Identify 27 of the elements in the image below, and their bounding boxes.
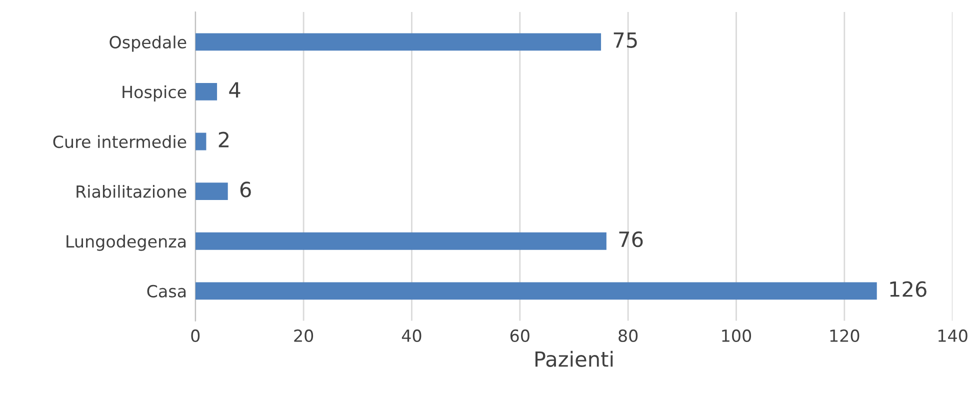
x-tick-label: 140: [938, 329, 968, 342]
x-tick-label: 100: [722, 329, 752, 342]
y-tick-label: Lungodegenza: [66, 234, 186, 251]
bar: [195, 182, 228, 200]
y-tick-label: Hospice: [122, 85, 186, 102]
data-label: 76: [619, 231, 643, 248]
bar: [195, 82, 218, 100]
bar: [195, 232, 606, 250]
x-tick-label: 20: [294, 329, 314, 342]
y-tick-label: Cure intermedie: [53, 135, 186, 148]
y-tick-label: Casa: [147, 284, 186, 298]
data-label: 126: [890, 281, 926, 297]
x-tick-label: 120: [830, 329, 860, 342]
data-label: 4: [229, 82, 240, 98]
x-axis-title: Pazienti: [535, 350, 613, 367]
x-tick-label: 80: [618, 329, 638, 342]
y-tick-label: Riabilitazione: [76, 184, 186, 198]
x-tick-label: 0: [191, 329, 200, 342]
data-label: 6: [240, 182, 251, 198]
data-label: 75: [614, 32, 637, 48]
data-label: 2: [218, 132, 228, 148]
bar: [195, 132, 206, 150]
bar: [195, 282, 877, 300]
x-tick-label: 60: [510, 329, 530, 342]
x-tick-label: 40: [402, 329, 422, 342]
bar: [195, 33, 602, 51]
y-tick-label: Ospedale: [110, 36, 186, 52]
